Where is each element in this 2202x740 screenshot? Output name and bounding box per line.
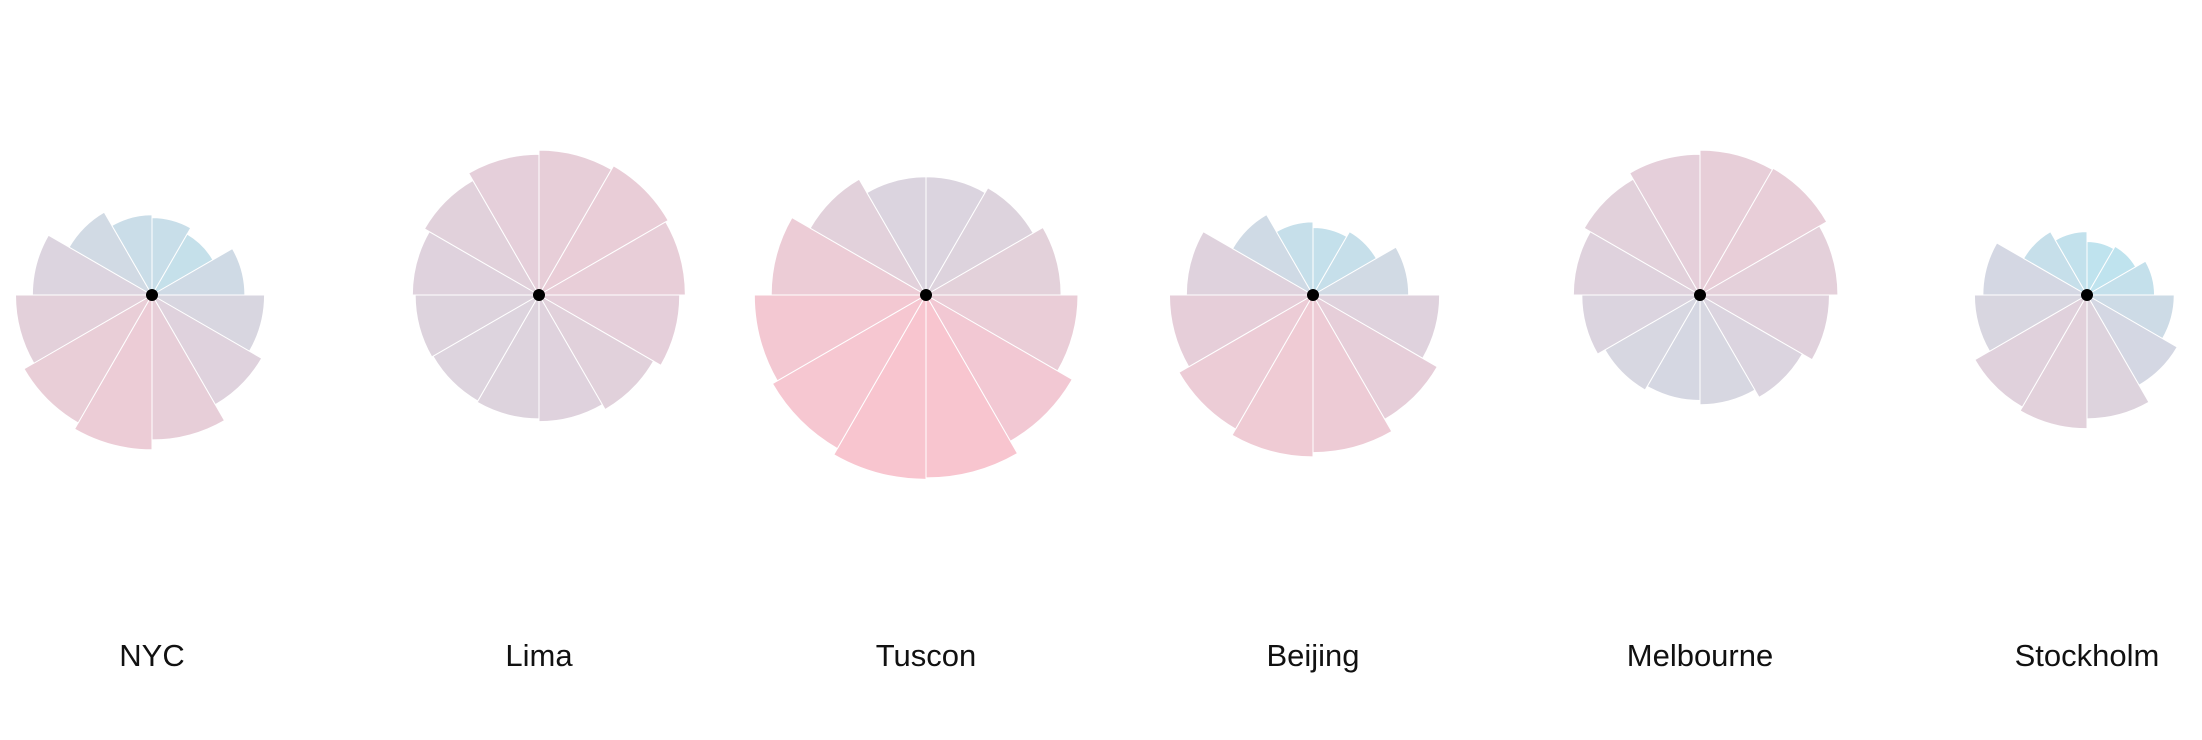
center-dot: [920, 289, 932, 301]
wedge: [467, 153, 540, 297]
wedge: [537, 221, 686, 296]
wedge: [1973, 294, 2089, 352]
center-dot: [146, 289, 158, 301]
polar-chart: [1973, 230, 2178, 430]
polar-chart: [1572, 149, 1839, 406]
city-label: Stockholm: [2015, 638, 2160, 673]
center-dot: [1307, 289, 1319, 301]
city-label: Beijing: [1266, 638, 1359, 673]
city-label: Tuscon: [876, 638, 977, 673]
wedge: [770, 216, 928, 296]
wedge: [1699, 293, 1756, 406]
wedge: [31, 234, 154, 296]
wedge: [866, 176, 927, 297]
wedge: [771, 293, 928, 450]
wedge: [1698, 293, 1804, 399]
wedge: [1698, 294, 1830, 361]
city-label: Lima: [505, 638, 573, 673]
wedge: [1231, 213, 1315, 297]
wedge: [537, 294, 681, 367]
wedge: [1628, 153, 1701, 297]
wedge: [2022, 230, 2089, 297]
wedge: [1168, 294, 1315, 368]
wedge: [1275, 221, 1314, 297]
wedge: [23, 293, 154, 424]
wedge: [1185, 230, 1315, 296]
wedge: [1974, 293, 2089, 408]
wedge: [833, 293, 927, 480]
wedge: [476, 293, 540, 420]
wedge: [2019, 293, 2088, 430]
wedge: [537, 293, 655, 411]
wedge: [2054, 231, 2088, 297]
wedge: [1698, 167, 1828, 297]
wedge: [15, 294, 154, 364]
polar-chart: [15, 211, 266, 451]
wedge: [753, 294, 928, 382]
wedge: [537, 165, 669, 297]
wedge: [1231, 293, 1314, 458]
city-label: Melbourne: [1627, 638, 1773, 673]
wedge: [925, 293, 1019, 479]
wedge: [1698, 225, 1839, 296]
wedge: [1982, 242, 2089, 296]
wedge: [538, 293, 604, 423]
wedge: [111, 214, 153, 297]
wedge: [1178, 293, 1315, 430]
city-label: NYC: [119, 638, 184, 673]
center-dot: [1694, 289, 1706, 301]
center-dot: [2081, 289, 2093, 301]
polar-chart: [753, 176, 1079, 480]
wedge: [68, 211, 154, 297]
wedge: [809, 178, 928, 297]
polar-chart: [411, 149, 686, 423]
wedge: [924, 293, 1073, 442]
wedge: [73, 293, 153, 451]
center-dot: [533, 289, 545, 301]
polar-chart: [1168, 213, 1441, 458]
